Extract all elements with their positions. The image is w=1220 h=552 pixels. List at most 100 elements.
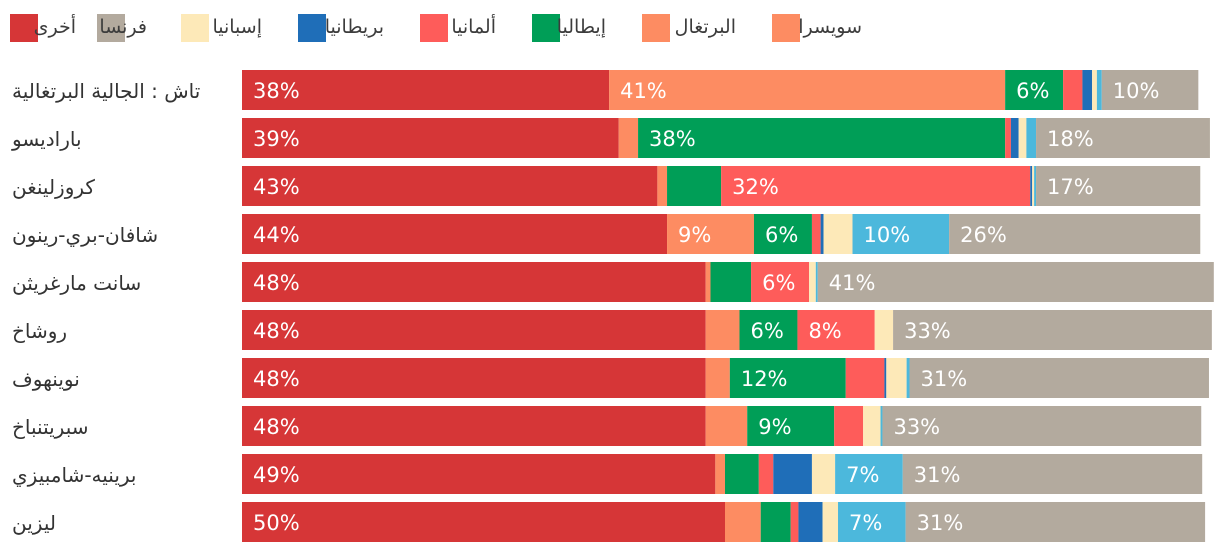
- bar-segment-germany: [845, 358, 885, 398]
- legend-swatch-germany: [420, 14, 448, 42]
- category-label: نوينهوف: [12, 367, 80, 391]
- category-label: كروزلينغن: [12, 175, 95, 199]
- legend-swatch-portugal: [642, 14, 670, 42]
- legend-item-portugal: البرتغال: [0, 14, 772, 44]
- bar-segment-france: [1101, 70, 1199, 110]
- bar-segment-france: [1036, 166, 1201, 206]
- bar-segment-other: [242, 406, 706, 446]
- bar-segment-france: [817, 262, 1214, 302]
- legend-swatch-italy: [532, 14, 560, 42]
- bar-segment-italy: [729, 358, 846, 398]
- legend-label-other: أخرى: [33, 16, 76, 38]
- category-label: سانت مارغريثن: [12, 271, 141, 295]
- data-label-blue: 7%: [846, 463, 879, 487]
- legend-item-italy: إيطاليا: [0, 14, 642, 44]
- data-label-italy: 6%: [750, 319, 783, 343]
- bar-segment-germany: [797, 310, 875, 350]
- bar-segment-germany: [790, 502, 799, 542]
- bar-segment-france: [909, 358, 1209, 398]
- bar-segment-spain: [1032, 166, 1035, 206]
- bar-segment-britain: [820, 214, 824, 254]
- data-label-france: 31%: [914, 463, 961, 487]
- bar-segment-portugal: [705, 262, 711, 302]
- bar-segment-portugal: [705, 358, 730, 398]
- bar-segment-italy: [725, 454, 759, 494]
- data-label-germany: 8%: [808, 319, 841, 343]
- bar-segment-britain: [1082, 70, 1093, 110]
- legend-item-other: أخرى: [0, 14, 112, 44]
- bar-segment-britain: [884, 358, 887, 398]
- legend-label-spain: إسبانيا: [212, 16, 262, 38]
- legend-item-france: فرنسا: [0, 14, 183, 44]
- data-label-italy: 12%: [741, 367, 788, 391]
- legend-item-spain: إسبانيا: [0, 14, 298, 44]
- bar-segment-spain: [1018, 118, 1027, 158]
- data-label-germany: 32%: [732, 175, 779, 199]
- bar-segment-germany: [834, 406, 864, 446]
- data-label-other: 48%: [253, 415, 300, 439]
- data-label-italy: 9%: [758, 415, 791, 439]
- bar-segment-britain: [1030, 166, 1033, 206]
- bar-segment-portugal: [725, 502, 761, 542]
- bar-segment-other: [242, 310, 706, 350]
- bar-segment-portugal: [715, 454, 725, 494]
- data-label-france: 26%: [960, 223, 1007, 247]
- bar-segment-blue: [838, 502, 906, 542]
- bar-segment-italy: [753, 214, 812, 254]
- bar-segment-portugal: [667, 214, 754, 254]
- data-label-france: 17%: [1047, 175, 1094, 199]
- bar-segment-france: [882, 406, 1202, 446]
- bar-segment-spain: [822, 502, 839, 542]
- bar-segment-france: [1036, 118, 1210, 158]
- data-label-italy: 38%: [649, 127, 696, 151]
- category-label: تاش : الجالية البرتغالية: [12, 79, 200, 103]
- bar-segment-blue: [906, 358, 910, 398]
- bar-segment-spain: [874, 310, 894, 350]
- bar-segment-spain: [809, 262, 816, 302]
- bar-segment-italy: [760, 502, 791, 542]
- bar-segment-germany: [1005, 118, 1011, 158]
- data-label-blue: 10%: [864, 223, 911, 247]
- bar-segment-france: [893, 310, 1212, 350]
- data-label-other: 39%: [253, 127, 300, 151]
- bar-segment-other: [242, 502, 725, 542]
- bar-segment-spain: [886, 358, 907, 398]
- legend-label-britain: بريطانيا: [324, 16, 384, 38]
- data-label-france: 31%: [921, 367, 968, 391]
- bar-segment-france: [949, 214, 1201, 254]
- category-label: شافان-بري-رينون: [12, 223, 158, 248]
- category-label: سبريتنباخ: [12, 415, 89, 439]
- bar-segment-britain: [798, 502, 823, 542]
- bar-segment-portugal: [657, 166, 668, 206]
- bar-segment-britain: [773, 454, 812, 494]
- bar-segment-italy: [638, 118, 1006, 158]
- bar-segment-other: [242, 70, 610, 110]
- legend-swatch-spain: [181, 14, 209, 42]
- bar-segment-italy: [1005, 70, 1064, 110]
- bar-segment-italy: [747, 406, 835, 446]
- data-label-blue: 7%: [849, 511, 882, 535]
- bar-segment-france: [902, 454, 1203, 494]
- chart-legend: أخرى فرنسا إسبانيا بريطانيا ألمانيا إيطا…: [0, 0, 1220, 56]
- bar-segment-italy: [667, 166, 722, 206]
- category-label: روشاخ: [12, 319, 67, 343]
- legend-swatch-other: [10, 14, 38, 42]
- bar-segment-other: [242, 118, 619, 158]
- legend-swatch-switzerland: [772, 14, 800, 42]
- bar-segment-other: [242, 214, 668, 254]
- bar-segment-portugal: [618, 118, 639, 158]
- data-label-france: 33%: [893, 415, 940, 439]
- bar-segment-blue: [1026, 118, 1037, 158]
- data-label-italy: 6%: [765, 223, 798, 247]
- bar-segment-other: [242, 262, 706, 302]
- bar-segment-blue: [1096, 70, 1102, 110]
- bar-segment-spain: [1092, 70, 1097, 110]
- bar-segment-germany: [1063, 70, 1083, 110]
- category-label: برينيه-شامبيزي: [12, 463, 137, 488]
- legend-item-germany: ألمانيا: [0, 14, 532, 44]
- legend-label-france: فرنسا: [99, 16, 147, 38]
- bar-segment-other: [242, 454, 716, 494]
- legend-swatch-britain: [298, 14, 326, 42]
- bar-segment-portugal: [609, 70, 1006, 110]
